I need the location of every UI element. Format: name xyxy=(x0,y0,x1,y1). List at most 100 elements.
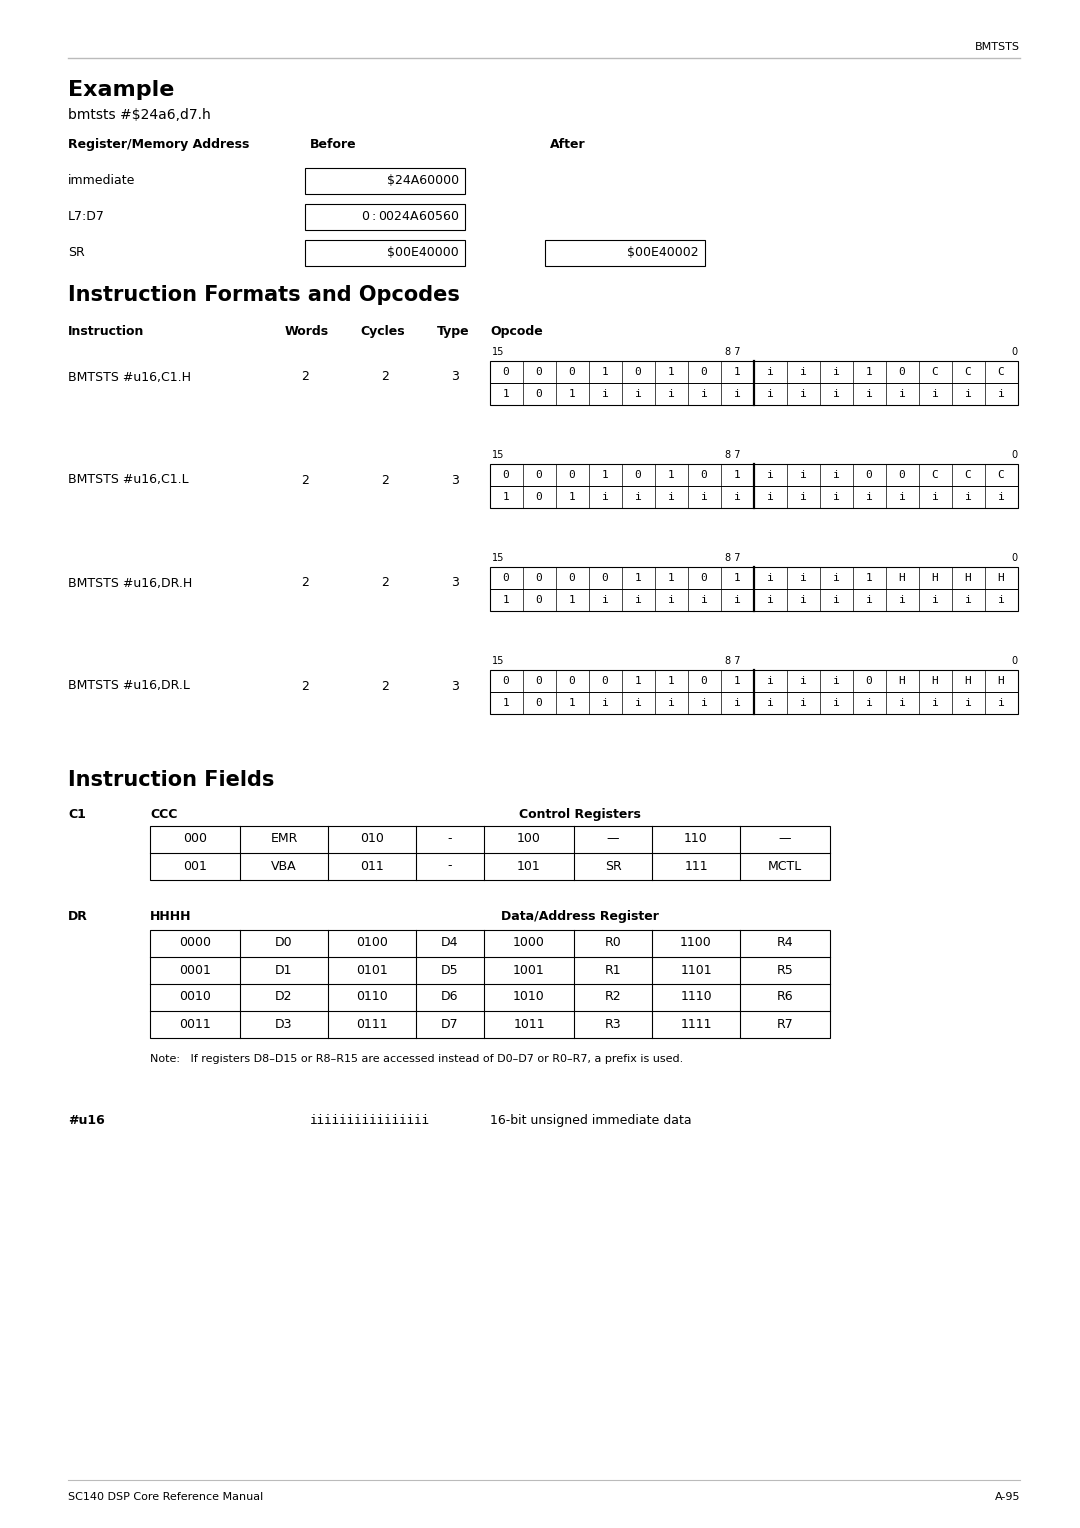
Text: i: i xyxy=(899,698,905,707)
Text: 1110: 1110 xyxy=(680,990,712,1004)
Text: 0: 0 xyxy=(536,390,542,399)
Text: 0: 0 xyxy=(899,367,905,377)
Text: i: i xyxy=(932,698,939,707)
Text: H: H xyxy=(899,675,905,686)
Text: i: i xyxy=(602,390,608,399)
Text: 2: 2 xyxy=(381,680,389,692)
Text: i: i xyxy=(767,594,773,605)
Text: i: i xyxy=(998,390,1004,399)
Text: i: i xyxy=(667,492,674,503)
Text: C: C xyxy=(932,367,939,377)
Text: i: i xyxy=(833,471,839,480)
Text: 0: 0 xyxy=(569,367,576,377)
Text: Instruction Formats and Opcodes: Instruction Formats and Opcodes xyxy=(68,286,460,306)
Text: 0: 0 xyxy=(536,492,542,503)
Text: 0011: 0011 xyxy=(179,1018,211,1030)
Text: D5: D5 xyxy=(442,964,459,976)
Text: 0: 0 xyxy=(536,471,542,480)
Text: 3: 3 xyxy=(451,576,459,590)
Text: BMTSTS #u16,C1.H: BMTSTS #u16,C1.H xyxy=(68,370,191,384)
Text: i: i xyxy=(799,390,807,399)
Bar xyxy=(490,567,1018,611)
Text: 1: 1 xyxy=(733,367,741,377)
Text: D6: D6 xyxy=(442,990,459,1004)
Text: -: - xyxy=(448,859,453,872)
Text: BMTSTS #u16,DR.H: BMTSTS #u16,DR.H xyxy=(68,576,192,590)
Text: Words: Words xyxy=(285,325,329,338)
Text: Register/Memory Address: Register/Memory Address xyxy=(68,138,249,151)
Text: MCTL: MCTL xyxy=(768,859,802,872)
Text: R6: R6 xyxy=(777,990,794,1004)
Text: 2: 2 xyxy=(381,576,389,590)
Text: 1100: 1100 xyxy=(680,937,712,949)
Text: i: i xyxy=(701,390,707,399)
Text: 011: 011 xyxy=(360,859,383,872)
Text: D0: D0 xyxy=(275,937,293,949)
Text: 2: 2 xyxy=(301,680,309,692)
Bar xyxy=(305,168,465,194)
Text: 2: 2 xyxy=(301,370,309,384)
Text: i: i xyxy=(899,390,905,399)
Text: 16-bit unsigned immediate data: 16-bit unsigned immediate data xyxy=(490,1114,691,1128)
Text: 0001: 0001 xyxy=(179,964,211,976)
Bar xyxy=(490,361,1018,405)
Text: 1: 1 xyxy=(667,675,674,686)
Text: 1: 1 xyxy=(569,594,576,605)
Text: i: i xyxy=(866,492,873,503)
Text: i: i xyxy=(667,390,674,399)
Text: i: i xyxy=(667,698,674,707)
Text: 1101: 1101 xyxy=(680,964,712,976)
Text: 2: 2 xyxy=(381,370,389,384)
Bar xyxy=(490,669,1018,714)
Text: i: i xyxy=(602,492,608,503)
Text: i: i xyxy=(767,390,773,399)
Text: 0111: 0111 xyxy=(356,1018,388,1030)
Text: i: i xyxy=(799,573,807,584)
Text: i: i xyxy=(767,675,773,686)
Text: C: C xyxy=(998,471,1004,480)
Text: 0: 0 xyxy=(569,675,576,686)
Text: iiiiiiiiiiiiiiii: iiiiiiiiiiiiiiii xyxy=(310,1114,430,1128)
Text: $00E40002: $00E40002 xyxy=(627,246,699,260)
Text: 8 7: 8 7 xyxy=(725,451,741,460)
Text: 1011: 1011 xyxy=(513,1018,544,1030)
Text: SR: SR xyxy=(68,246,84,260)
Text: BMTSTS: BMTSTS xyxy=(975,41,1020,52)
Text: D4: D4 xyxy=(442,937,459,949)
Text: $00E40000: $00E40000 xyxy=(388,246,459,260)
Text: 000: 000 xyxy=(183,833,207,845)
Text: 0000: 0000 xyxy=(179,937,211,949)
Text: i: i xyxy=(799,471,807,480)
Text: i: i xyxy=(767,471,773,480)
Text: i: i xyxy=(799,367,807,377)
Text: 101: 101 xyxy=(517,859,541,872)
Text: #u16: #u16 xyxy=(68,1114,105,1128)
Text: i: i xyxy=(833,594,839,605)
Text: 1: 1 xyxy=(569,698,576,707)
Text: R7: R7 xyxy=(777,1018,794,1030)
Text: 1: 1 xyxy=(733,471,741,480)
Text: 0: 0 xyxy=(502,573,510,584)
Text: R0: R0 xyxy=(605,937,621,949)
Text: DR: DR xyxy=(68,911,87,923)
Text: i: i xyxy=(733,492,741,503)
Text: 8 7: 8 7 xyxy=(725,656,741,666)
Text: 0: 0 xyxy=(602,675,608,686)
Text: 0110: 0110 xyxy=(356,990,388,1004)
Text: 1: 1 xyxy=(866,573,873,584)
Text: 0: 0 xyxy=(701,675,707,686)
Text: H: H xyxy=(932,675,939,686)
Text: Data/Address Register: Data/Address Register xyxy=(501,911,659,923)
Text: 1: 1 xyxy=(733,573,741,584)
Text: C1: C1 xyxy=(68,808,86,821)
Text: 0: 0 xyxy=(536,573,542,584)
Text: 1: 1 xyxy=(502,698,510,707)
Text: 0: 0 xyxy=(701,367,707,377)
Text: i: i xyxy=(701,594,707,605)
Text: 0100: 0100 xyxy=(356,937,388,949)
Text: Before: Before xyxy=(310,138,356,151)
Text: i: i xyxy=(899,594,905,605)
Text: Note:   If registers D8–D15 or R8–R15 are accessed instead of D0–D7 or R0–R7, a : Note: If registers D8–D15 or R8–R15 are … xyxy=(150,1054,684,1063)
Text: i: i xyxy=(833,390,839,399)
Text: H: H xyxy=(998,573,1004,584)
